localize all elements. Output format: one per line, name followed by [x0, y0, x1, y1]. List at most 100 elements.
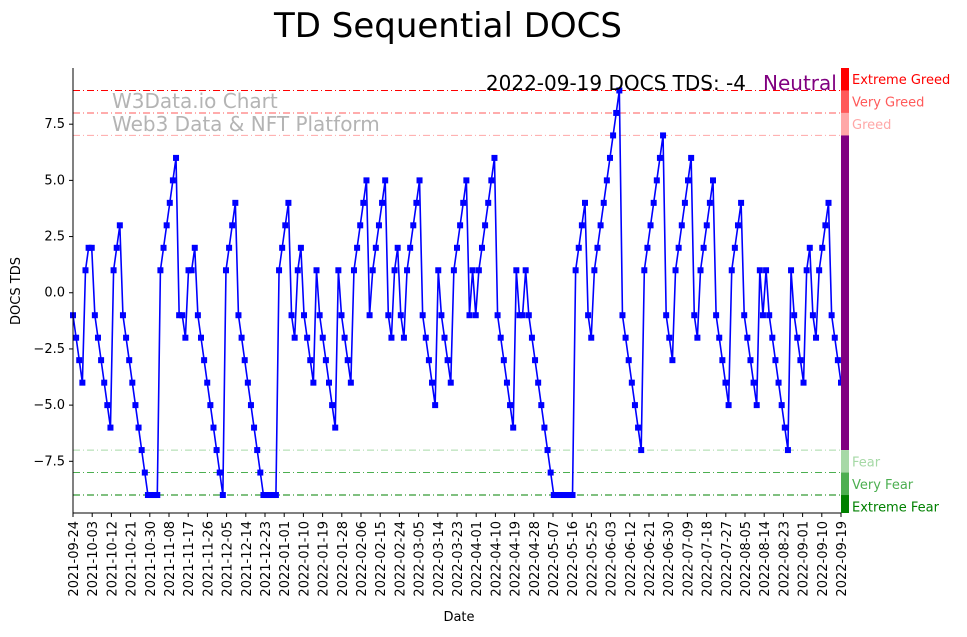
data-point: [719, 357, 726, 364]
data-point: [647, 222, 654, 229]
data-point: [603, 177, 610, 184]
data-point: [344, 357, 351, 364]
data-point: [759, 312, 766, 319]
y-tick-label: −7.5: [33, 454, 65, 469]
data-point: [182, 334, 189, 341]
data-point: [513, 267, 520, 274]
data-point: [457, 222, 464, 229]
data-point: [241, 357, 248, 364]
data-point: [191, 244, 198, 251]
data-point: [806, 244, 813, 251]
data-point: [123, 334, 130, 341]
x-tick-label: 2022-07-18: [701, 521, 716, 597]
x-tick-label: 2022-08-14: [758, 521, 773, 597]
x-tick-label: 2022-02-15: [374, 521, 389, 597]
data-point: [110, 267, 117, 274]
x-tick-label: 2022-09-01: [797, 521, 812, 597]
data-point: [101, 379, 108, 386]
data-point: [809, 312, 816, 319]
data-point: [769, 334, 776, 341]
y-tick-label: 2.5: [44, 230, 65, 245]
data-point: [591, 267, 598, 274]
x-tick-label: 2021-10-30: [144, 521, 159, 597]
data-point: [766, 312, 773, 319]
data-point: [616, 87, 623, 94]
data-point: [663, 312, 670, 319]
x-tick-label: 2022-05-16: [566, 521, 581, 597]
x-tick-label: 2022-08-23: [777, 521, 792, 597]
data-point: [391, 267, 398, 274]
data-point: [478, 244, 485, 251]
x-tick-label: 2021-10-12: [105, 521, 120, 597]
data-point: [350, 267, 357, 274]
data-point: [547, 469, 554, 476]
x-tick-label: 2021-12-05: [221, 521, 236, 597]
x-tick-label: 2021-10-21: [125, 521, 140, 597]
zone-label-3: Fear: [852, 455, 881, 470]
data-point: [447, 379, 454, 386]
data-point: [703, 222, 710, 229]
data-point: [532, 357, 539, 364]
x-tick-label: 2022-05-07: [547, 521, 562, 597]
x-tick-label: 2022-02-24: [393, 521, 408, 597]
zone-label-0: Extreme Greed: [852, 73, 950, 88]
watermark-line-2: Web3 Data & NFT Platform: [112, 112, 380, 136]
data-point: [73, 334, 80, 341]
data-point: [713, 312, 720, 319]
x-tick-label: 2022-09-10: [816, 521, 831, 597]
data-point: [788, 267, 795, 274]
data-point: [304, 334, 311, 341]
data-point: [354, 244, 361, 251]
data-point: [610, 132, 617, 139]
data-point: [198, 334, 204, 341]
data-point: [697, 267, 704, 274]
data-point: [688, 154, 695, 161]
data-point: [416, 177, 423, 184]
data-point: [432, 402, 439, 409]
data-point: [691, 312, 698, 319]
data-point: [681, 199, 688, 206]
data-point: [207, 402, 214, 409]
data-point: [338, 312, 345, 319]
data-point: [491, 154, 498, 161]
data-point: [363, 177, 370, 184]
data-point: [744, 334, 751, 341]
data-point: [397, 312, 404, 319]
data-point: [313, 267, 320, 274]
data-point: [341, 334, 348, 341]
sidebar-band-0: [841, 68, 849, 91]
data-point: [422, 334, 429, 341]
data-point: [566, 492, 573, 499]
data-point: [201, 357, 208, 364]
data-point: [160, 244, 167, 251]
data-point: [800, 379, 807, 386]
data-point: [251, 424, 258, 431]
data-point: [229, 222, 236, 229]
data-point: [257, 469, 264, 476]
data-point: [288, 312, 295, 319]
x-tick-label: 2022-07-09: [681, 521, 696, 597]
data-point: [650, 199, 657, 206]
data-point: [144, 492, 151, 499]
zone-lines: [73, 89, 841, 496]
data-point: [497, 334, 504, 341]
data-point: [488, 177, 495, 184]
y-tick-label: 7.5: [44, 117, 65, 132]
data-point: [335, 267, 342, 274]
data-point: [582, 199, 588, 206]
sidebar-band-2: [841, 112, 849, 136]
data-point: [301, 312, 308, 319]
x-tick-label: 2022-06-21: [643, 521, 658, 597]
data-point: [656, 154, 663, 161]
data-point: [716, 334, 723, 341]
data-point: [619, 312, 626, 319]
data-point: [550, 492, 557, 499]
data-point: [585, 312, 592, 319]
data-point: [151, 492, 158, 499]
data-point: [216, 469, 223, 476]
data-point: [382, 177, 389, 184]
data-point: [148, 492, 155, 499]
x-tick-label: 2022-04-19: [509, 521, 524, 597]
data-point: [119, 312, 126, 319]
data-point: [394, 244, 401, 251]
